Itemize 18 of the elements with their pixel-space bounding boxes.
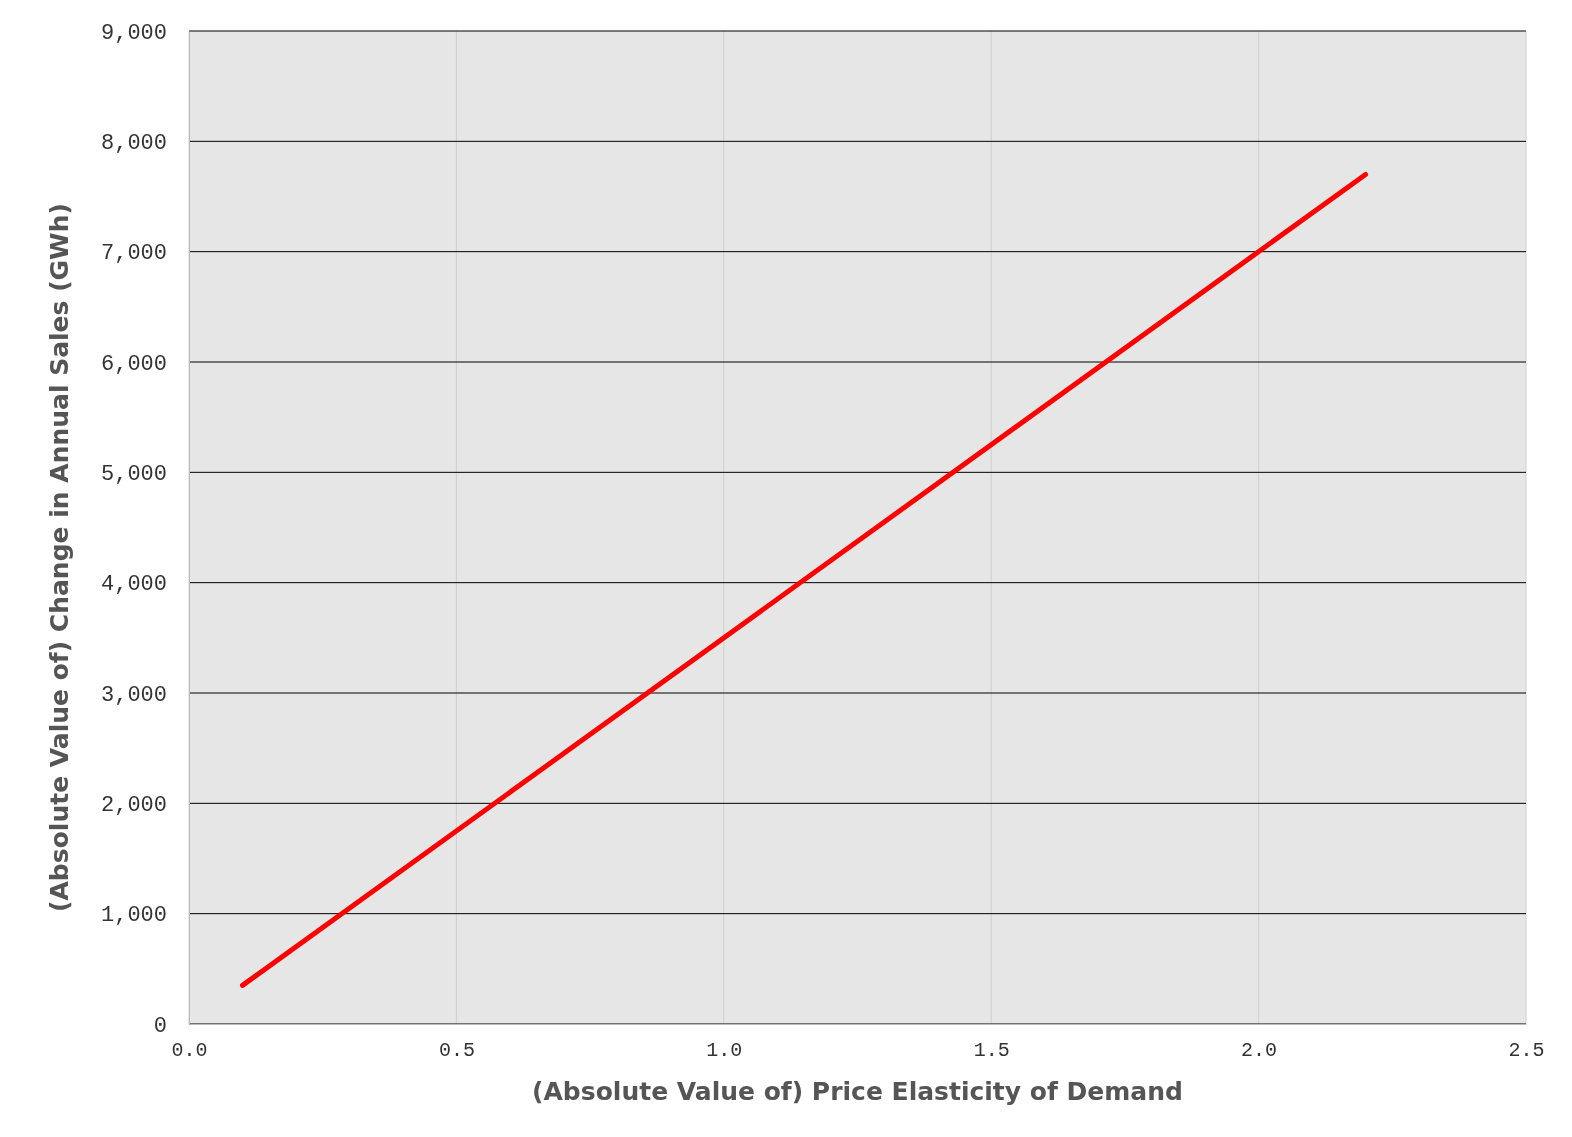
x-tick-label: 1.0: [706, 1039, 743, 1063]
x-tick-label: 2.0: [1241, 1039, 1278, 1063]
y-tick-label: 3,000: [100, 682, 167, 708]
y-tick-label: 2,000: [100, 792, 167, 818]
y-tick-label: 9,000: [100, 20, 167, 46]
y-tick-label: 8,000: [100, 130, 167, 156]
y-tick-label: 4,000: [100, 572, 167, 598]
y-tick-label: 5,000: [100, 461, 167, 487]
x-tick-label: 0.5: [438, 1039, 475, 1063]
x-tick-label: 0.0: [171, 1039, 208, 1063]
y-tick-label: 6,000: [100, 351, 167, 377]
y-tick-label: 7,000: [100, 241, 167, 267]
x-tick-label: 1.5: [973, 1039, 1010, 1063]
y-tick-label: 0: [153, 1013, 167, 1039]
x-axis-title: (Absolute Value of) Price Elasticity of Demand: [532, 1077, 1183, 1106]
y-tick-label: 1,000: [100, 903, 167, 929]
x-tick-label: 2.5: [1508, 1039, 1545, 1063]
y-axis-title: (Absolute Value of) Change in Annual Sales (GWh): [45, 203, 74, 912]
